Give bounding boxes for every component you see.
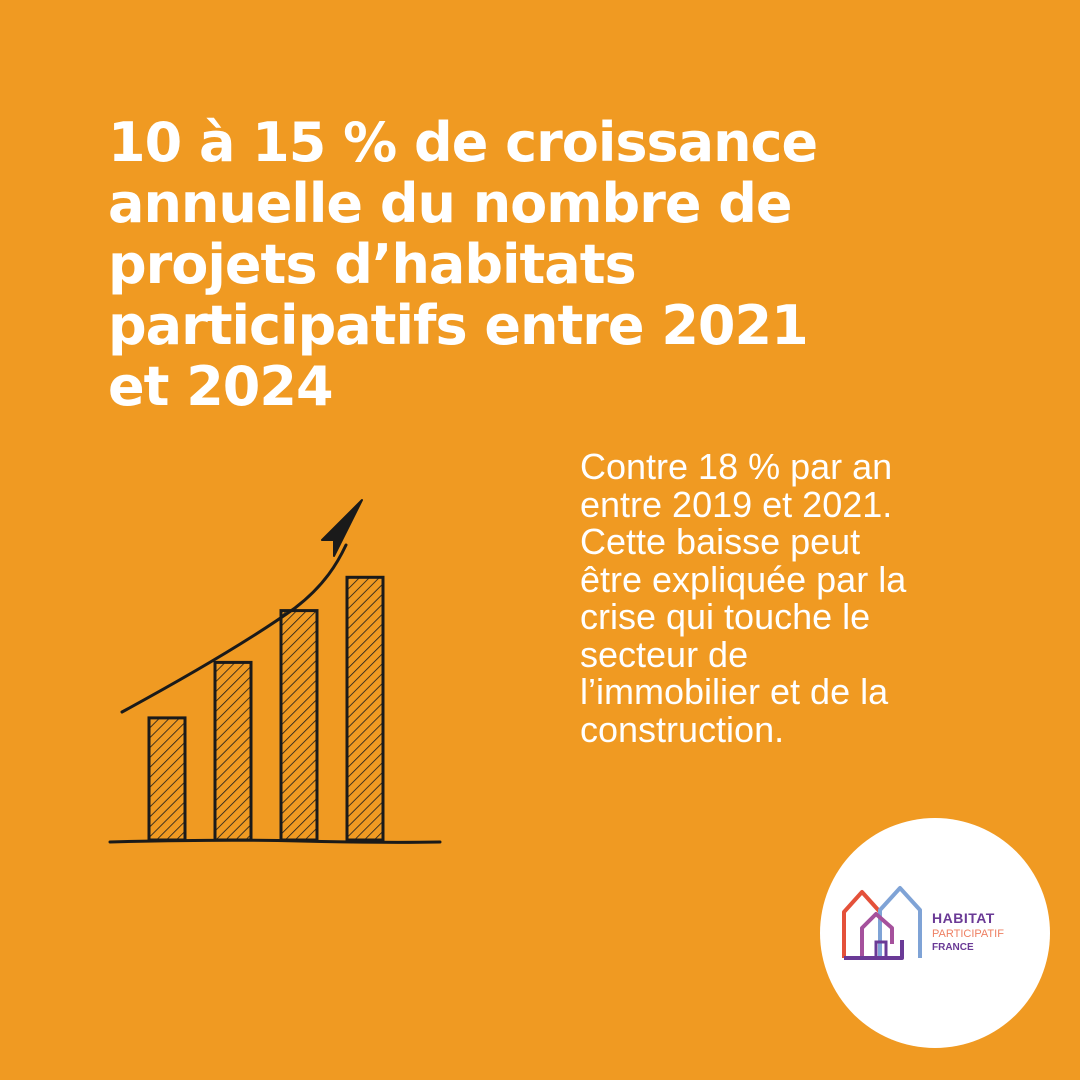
houses-logo-icon <box>842 886 922 960</box>
body-line: l’immobilier et de la <box>580 671 889 712</box>
headline-line: participatifs entre 2021 <box>108 294 809 357</box>
body-line: entre 2019 et 2021. <box>580 483 893 525</box>
headline: 10 à 15 % de croissance annuelle du nomb… <box>108 112 868 417</box>
sketch-bar-hatch <box>213 660 253 842</box>
headline-line: annuelle du nombre de <box>108 172 793 235</box>
body-line: Contre 18 % par an <box>580 446 893 487</box>
logo-text: HABITAT PARTICIPATIF FRANCE <box>932 910 1042 954</box>
logo-badge: HABITAT PARTICIPATIF FRANCE <box>820 818 1050 1048</box>
sketch-bar-hatch <box>345 575 385 842</box>
headline-line: projets d’habitats <box>108 233 637 296</box>
headline-line: 10 à 15 % de croissance <box>108 111 818 174</box>
body-line: secteur de <box>580 633 749 675</box>
logo-line-habitat: HABITAT <box>932 910 995 926</box>
logo-line-france: FRANCE <box>932 942 974 953</box>
logo-line-participatif: PARTICIPATIF <box>932 928 1004 940</box>
body-line: construction. <box>580 708 785 750</box>
sketch-bar-hatch <box>279 609 319 842</box>
body-text: Contre 18 % par an entre 2019 et 2021. C… <box>580 448 1000 748</box>
body-line: être expliquée par la <box>580 558 907 600</box>
headline-line: et 2024 <box>108 355 334 418</box>
sketch-bar-hatch <box>147 716 187 842</box>
body-line: Cette baisse peut <box>580 521 861 562</box>
arrow-head <box>321 499 363 557</box>
baseline <box>108 838 442 844</box>
rising-bar-chart-sketch-icon <box>108 499 442 844</box>
body-line: crise qui touche le <box>580 596 871 637</box>
trend-arrow <box>120 543 348 714</box>
